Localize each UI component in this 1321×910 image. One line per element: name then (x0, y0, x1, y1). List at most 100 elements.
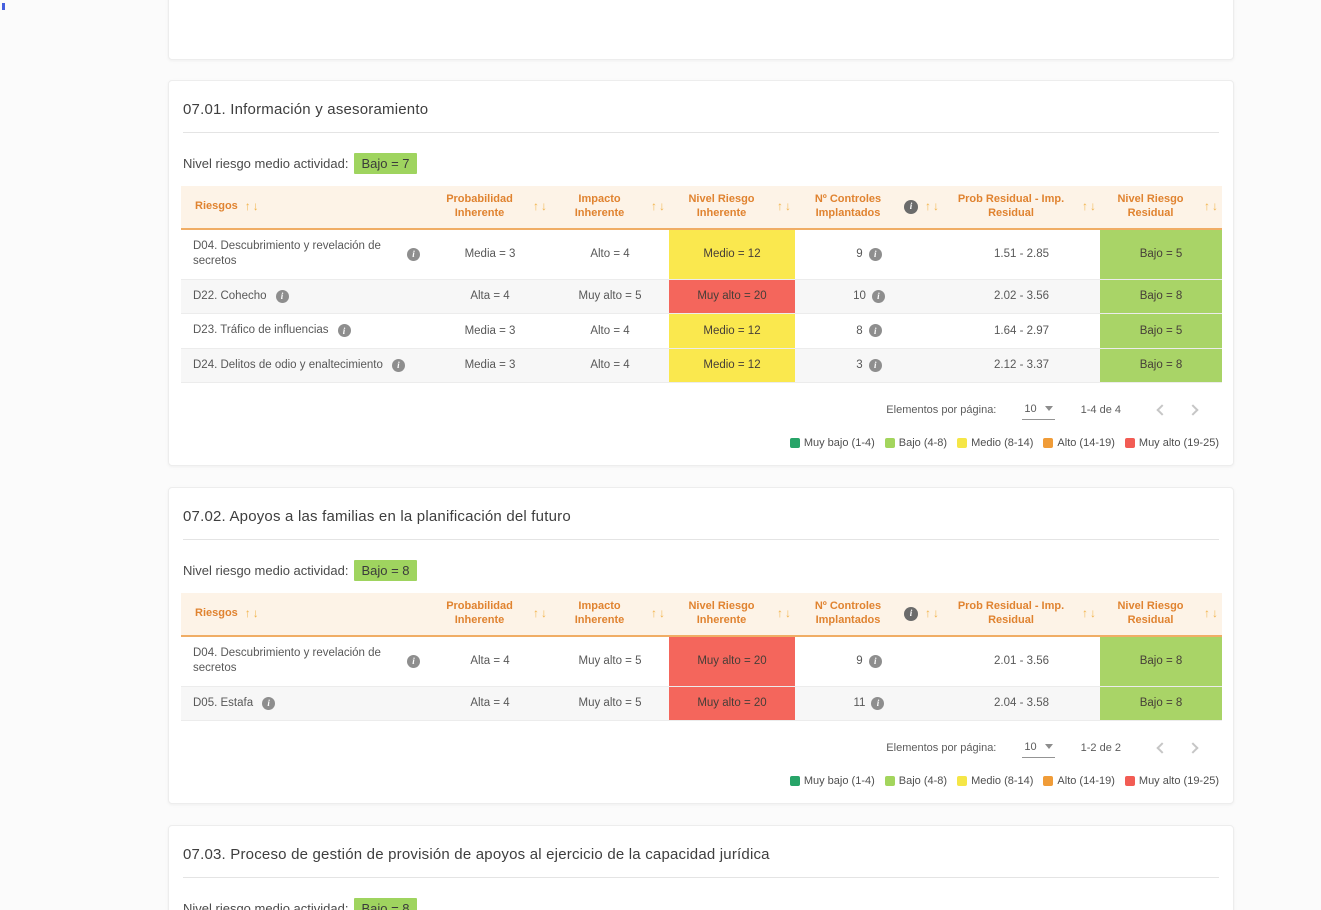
sort-up-icon[interactable]: ↑ (1204, 606, 1210, 621)
info-icon[interactable] (904, 606, 918, 621)
info-icon[interactable] (868, 247, 882, 261)
risk-name-cell: D22. Cohecho (181, 279, 429, 315)
controles-cell: 9 (795, 635, 943, 687)
chevron-left-icon[interactable] (1147, 397, 1173, 423)
risk-name-cell: D04. Descubrimiento y revelación de secr… (181, 635, 429, 687)
table-header-row: Riesgos ↑ ↓ Probabilidad Inherente ↑ ↓ Imp… (181, 186, 1222, 230)
column-header-prob-inherente: Probabilidad Inherente ↑ ↓ (429, 593, 551, 637)
legend-swatch (789, 776, 800, 787)
chevron-down-icon (1044, 744, 1053, 750)
sort-up-icon[interactable]: ↑ (651, 606, 657, 621)
column-header-label: Probabilidad Inherente (446, 600, 513, 626)
sort-down-icon[interactable]: ↓ (659, 199, 665, 214)
table-header-row: Riesgos ↑ ↓ Probabilidad Inherente ↑ ↓ Imp… (181, 593, 1222, 637)
risk-name: D23. Tráfico de influencias (193, 324, 329, 337)
title-divider (183, 877, 1219, 879)
chevron-right-icon[interactable] (1181, 735, 1207, 761)
sort-up-icon[interactable]: ↑ (925, 606, 931, 621)
column-header-label: Prob Residual - Imp. Residual (957, 600, 1065, 626)
info-icon[interactable] (262, 696, 276, 710)
prob-inherente-cell: Media = 3 (429, 313, 551, 349)
controles-cell: 3 (795, 348, 943, 384)
legend-item: Muy alto (19-25) (1124, 775, 1219, 788)
sort-down-icon[interactable]: ↓ (785, 606, 791, 621)
sort-up-icon[interactable]: ↑ (651, 199, 657, 214)
risk-row: D24. Delitos de odio y enaltecimiento Me… (181, 348, 1222, 384)
sort-down-icon[interactable]: ↓ (252, 199, 259, 214)
info-icon[interactable] (407, 247, 420, 261)
risk-legend: Muy bajo (1-4) Bajo (4-8) Medio (8-14) A… (181, 435, 1221, 457)
legend-item: Medio (8-14) (957, 775, 1033, 787)
column-header-label: Nº Controles Implantados (814, 600, 882, 626)
sort-down-icon[interactable]: ↓ (1212, 199, 1218, 214)
risk-row: D04. Descubrimiento y revelación de secr… (181, 635, 1222, 687)
column-header-label: Nº Controles Implantados (814, 193, 882, 219)
sort-down-icon[interactable]: ↓ (659, 606, 665, 621)
activity-title: 07.03. Proceso de gestión de provisión d… (183, 846, 770, 864)
sort-up-icon[interactable]: ↑ (925, 199, 931, 214)
page-size-value: 10 (1024, 740, 1037, 753)
sort-up-icon[interactable]: ↑ (1082, 199, 1088, 214)
info-icon[interactable] (337, 324, 351, 338)
legend-item: Alto (14-19) (1043, 437, 1115, 449)
sort-down-icon[interactable]: ↓ (1090, 606, 1096, 621)
column-header-label: Nivel Riesgo Inherente (688, 600, 755, 626)
impacto-inherente-cell: Alto = 4 (551, 348, 669, 384)
sort-down-icon[interactable]: ↓ (541, 199, 547, 214)
sort-up-icon[interactable]: ↑ (777, 606, 783, 621)
page-size-select[interactable]: 10 (1022, 401, 1055, 420)
prob-inherente-cell: Alta = 4 (429, 635, 551, 687)
sort-down-icon[interactable]: ↓ (933, 199, 939, 214)
prob-residual-cell: 1.64 - 2.97 (943, 313, 1100, 349)
info-icon[interactable] (904, 199, 918, 214)
impacto-inherente-cell: Muy alto = 5 (551, 279, 669, 315)
legend-label: Muy alto (19-25) (1138, 775, 1219, 788)
activity-title: 07.01. Información y asesoramiento (183, 101, 429, 118)
legend-swatch (789, 438, 800, 449)
chevron-left-icon[interactable] (1147, 735, 1173, 761)
sort-down-icon[interactable]: ↓ (933, 606, 939, 621)
info-icon[interactable] (871, 289, 885, 303)
sort-up-icon[interactable]: ↑ (1204, 199, 1210, 214)
prob-residual-cell: 2.02 - 3.56 (943, 279, 1100, 315)
sort-down-icon[interactable]: ↓ (541, 606, 547, 621)
nivel-riesgo-residual-cell: Bajo = 8 (1100, 686, 1222, 722)
chevron-right-icon[interactable] (1181, 397, 1207, 423)
legend-swatch (1124, 438, 1135, 449)
legend-label: Muy bajo (1-4) (803, 775, 875, 788)
sort-up-icon[interactable]: ↑ (533, 606, 539, 621)
controles-cell: 11 (795, 686, 943, 722)
page-size-select[interactable]: 10 (1022, 739, 1055, 758)
column-header-nivel-riesgo-inherente: Nivel Riesgo Inherente ↑ ↓ (669, 186, 795, 230)
legend-item: Medio (8-14) (957, 437, 1033, 449)
nivel-riesgo-residual-cell: Bajo = 8 (1100, 279, 1222, 315)
column-header-label: Nivel Riesgo Residual (1117, 600, 1184, 626)
legend-item: Bajo (4-8) (884, 437, 947, 449)
info-icon[interactable] (868, 358, 882, 372)
sort-up-icon[interactable]: ↑ (777, 199, 783, 214)
sort-up-icon[interactable]: ↑ (244, 606, 251, 621)
sort-up-icon[interactable]: ↑ (1082, 606, 1088, 621)
info-icon[interactable] (275, 289, 289, 303)
risk-name-cell: D04. Descubrimiento y revelación de secr… (181, 228, 429, 280)
info-icon[interactable] (407, 654, 420, 668)
risk-level-label: Nivel riesgo medio actividad: (183, 156, 349, 171)
sort-down-icon[interactable]: ↓ (785, 199, 791, 214)
controles-cell: 8 (795, 313, 943, 349)
risk-row: D23. Tráfico de influencias Media = 3 Al… (181, 313, 1222, 349)
page-range: 1-2 de 2 (1080, 742, 1121, 755)
sort-up-icon[interactable]: ↑ (244, 199, 251, 214)
legend-item: Muy alto (19-25) (1124, 437, 1219, 449)
info-icon[interactable] (868, 324, 882, 338)
risk-name-cell: D23. Tráfico de influencias (181, 313, 429, 349)
info-icon[interactable] (871, 696, 885, 710)
info-icon[interactable] (868, 654, 882, 668)
sort-down-icon[interactable]: ↓ (252, 606, 259, 621)
column-header-label: Riesgos (195, 199, 238, 212)
prob-residual-cell: 2.04 - 3.58 (943, 686, 1100, 722)
sort-down-icon[interactable]: ↓ (1090, 199, 1096, 214)
sort-up-icon[interactable]: ↑ (533, 199, 539, 214)
sort-down-icon[interactable]: ↓ (1212, 606, 1218, 621)
legend-label: Muy bajo (1-4) (803, 437, 875, 450)
info-icon[interactable] (391, 358, 405, 372)
